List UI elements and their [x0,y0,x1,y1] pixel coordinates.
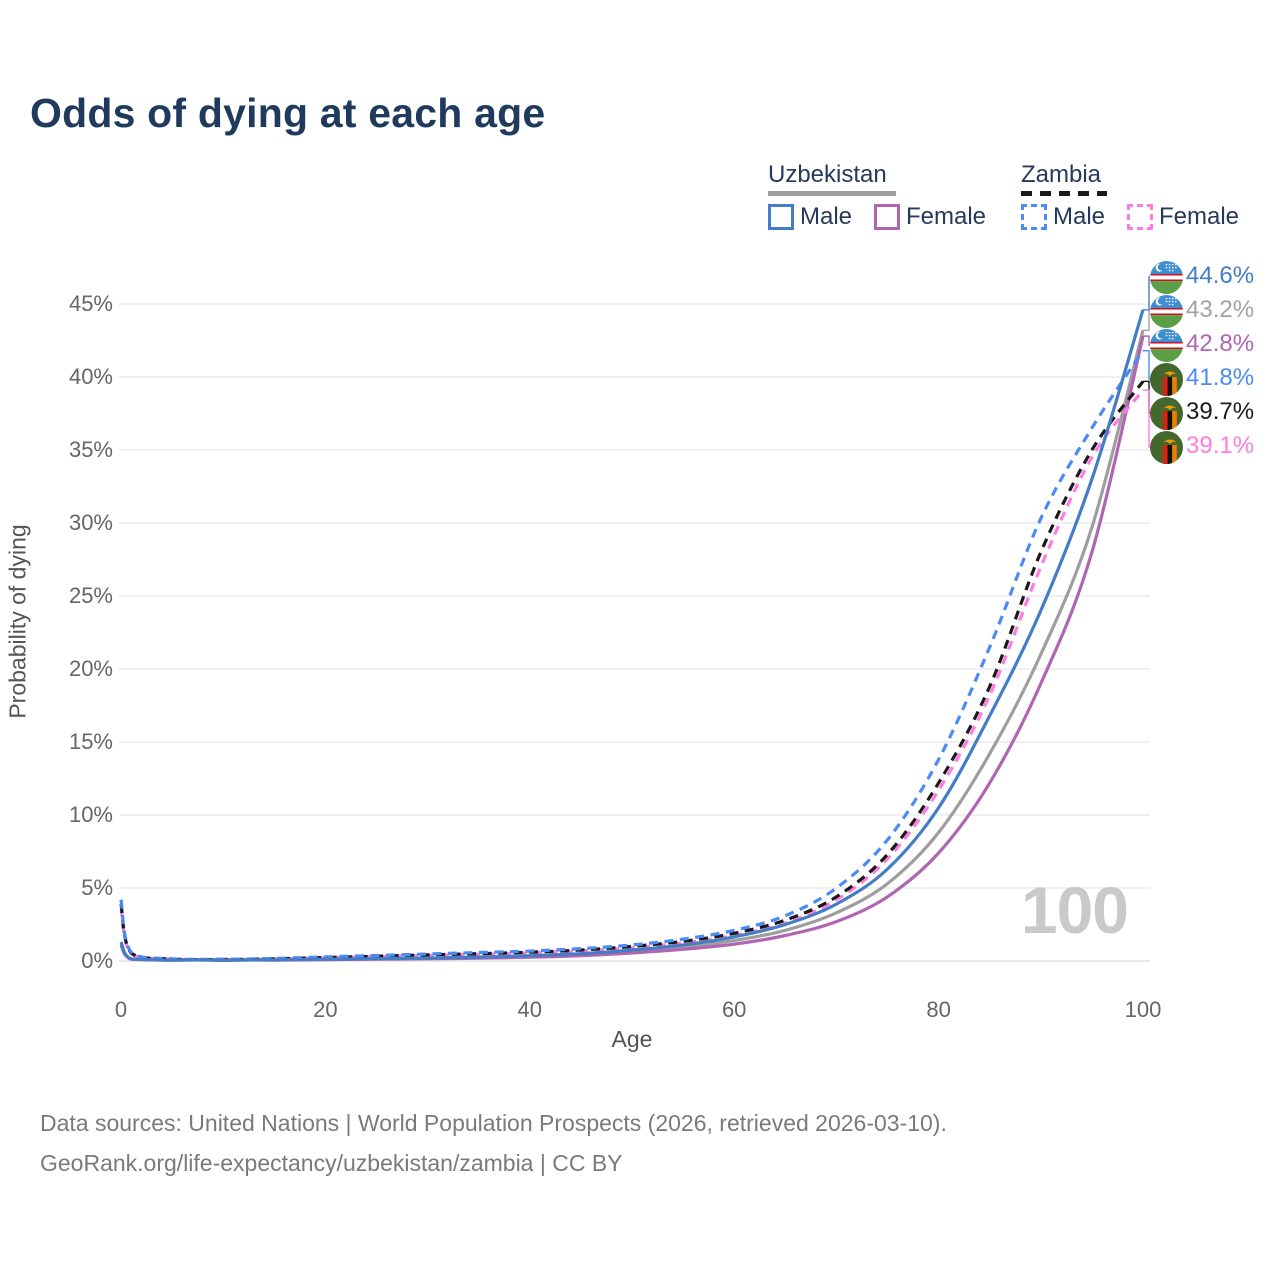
uzbekistan-flag-icon [1149,260,1183,299]
legend-label-uzbekistan-male: Male [800,203,853,230]
x-tick-label: 80 [926,997,951,1022]
zambia-flag-icon [1149,362,1183,401]
uzbekistan-flag-icon [1149,294,1183,333]
end-value-label: 39.7% [1186,398,1255,425]
end-value-label: 42.8% [1186,330,1255,357]
y-tick-label: 10% [68,802,113,827]
y-tick-label: 40% [68,364,113,389]
x-tick-label: 0 [114,997,128,1022]
x-axis-title: Age [611,1026,653,1052]
y-axis-title: Probability of dying [4,524,31,719]
end-value-label: 41.8% [1186,364,1255,391]
y-tick-label: 0% [81,948,113,973]
page-title: Odds of dying at each age [30,90,546,136]
y-tick-label: 15% [68,729,113,754]
legend-label-uzbekistan-female: Female [906,203,987,230]
y-tick-label: 30% [68,510,113,535]
uzbekistan-flag-icon [1149,328,1183,367]
data-source-line: Data sources: United Nations | World Pop… [40,1110,947,1136]
x-tick-label: 60 [721,997,747,1022]
legend-label-zambia-female: Female [1159,203,1240,230]
zambia-flag-icon [1149,396,1183,435]
age-counter-watermark: 100 [1020,873,1129,947]
legend-linestyle-sample-uzbekistan [768,191,896,196]
line-uzbekistan-male [119,309,1145,962]
x-tick-label: 40 [517,997,543,1022]
legend-label-zambia-male: Male [1053,203,1106,230]
x-tick-label: 20 [313,997,338,1022]
y-tick-label: 25% [68,583,113,608]
attribution-line: GeoRank.org/life-expectancy/uzbekistan/z… [40,1150,623,1176]
legend-toggle-uzbekistan-male[interactable] [768,204,794,230]
y-tick-label: 45% [68,291,113,316]
x-tick-label: 100 [1124,997,1162,1022]
legend-toggle-uzbekistan-female[interactable] [874,204,900,230]
zambia-flag-icon [1149,430,1183,469]
end-value-label: 43.2% [1186,296,1255,323]
end-value-label: 39.1% [1186,432,1255,459]
legend-country-zambia: Zambia [1021,161,1102,188]
end-value-label: 44.6% [1186,262,1255,289]
line-zambia-male [119,349,1145,962]
legend-country-uzbekistan: Uzbekistan [768,161,887,188]
y-tick-label: 20% [68,656,113,681]
y-tick-label: 35% [68,437,113,462]
legend-linestyle-sample-zambia [1021,191,1107,196]
y-tick-label: 5% [81,875,113,900]
legend-toggle-zambia-male[interactable] [1021,204,1047,230]
legend-toggle-zambia-female[interactable] [1127,204,1153,230]
